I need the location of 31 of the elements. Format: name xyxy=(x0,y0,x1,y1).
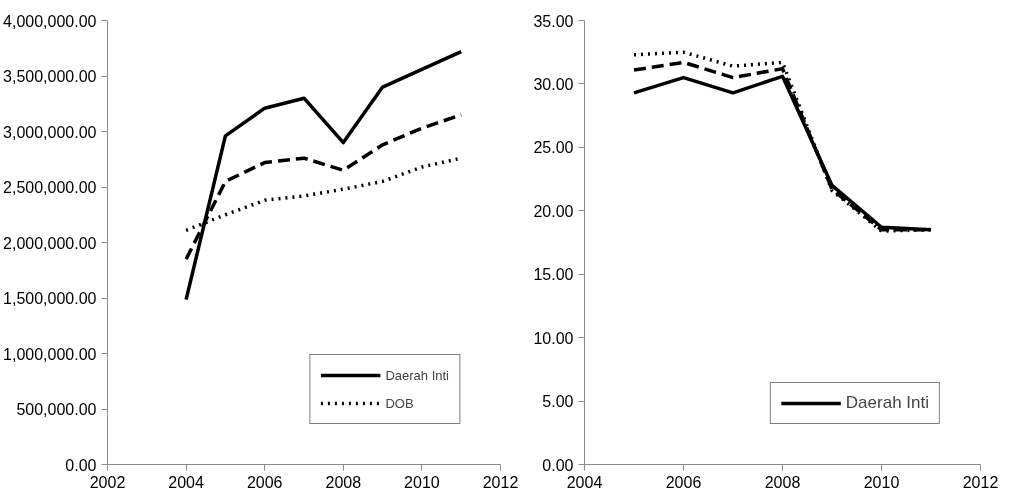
x-tick-label: 2010 xyxy=(863,473,900,491)
x-tick-label: 2010 xyxy=(404,473,440,491)
y-tick-label: 30.00 xyxy=(533,75,574,93)
y-tick-label: 1,000,000.00 xyxy=(3,345,97,363)
x-tick-label: 2006 xyxy=(246,473,283,491)
x-tick-label: 2004 xyxy=(566,473,603,491)
y-tick-label: 5.00 xyxy=(542,393,574,411)
y-tick-label: 3,500,000.00 xyxy=(3,68,97,85)
legend-label: Daerah Inti xyxy=(385,367,449,383)
y-tick-label: 15.00 xyxy=(533,266,574,284)
y-tick-label: 2,500,000.00 xyxy=(3,179,97,196)
y-tick-label: 0.00 xyxy=(542,456,574,474)
y-tick-label: 4,000,000.00 xyxy=(3,12,97,30)
y-tick-label: 500,000.00 xyxy=(16,401,97,418)
x-tick-label: 2012 xyxy=(482,473,519,491)
y-tick-label: 20.00 xyxy=(533,202,574,220)
y-tick-label: 1,500,000.00 xyxy=(3,290,97,307)
y-tick-label: 35.00 xyxy=(533,12,574,30)
x-tick-label: 2012 xyxy=(962,473,999,491)
y-tick-label: 3,000,000.00 xyxy=(3,123,97,141)
y-tick-label: 2,000,000.00 xyxy=(3,234,97,252)
legend-label: DOB xyxy=(385,395,414,411)
x-tick-label: 2002 xyxy=(89,473,126,491)
x-tick-label: 2004 xyxy=(168,473,204,491)
legend-label: Daerah Inti xyxy=(845,393,929,413)
y-tick-label: 25.00 xyxy=(533,139,574,157)
y-tick-label: 10.00 xyxy=(533,329,574,347)
x-tick-label: 2008 xyxy=(325,473,362,491)
x-tick-label: 2008 xyxy=(764,473,801,491)
y-tick-label: 0.00 xyxy=(65,456,97,474)
x-tick-label: 2006 xyxy=(665,473,702,491)
